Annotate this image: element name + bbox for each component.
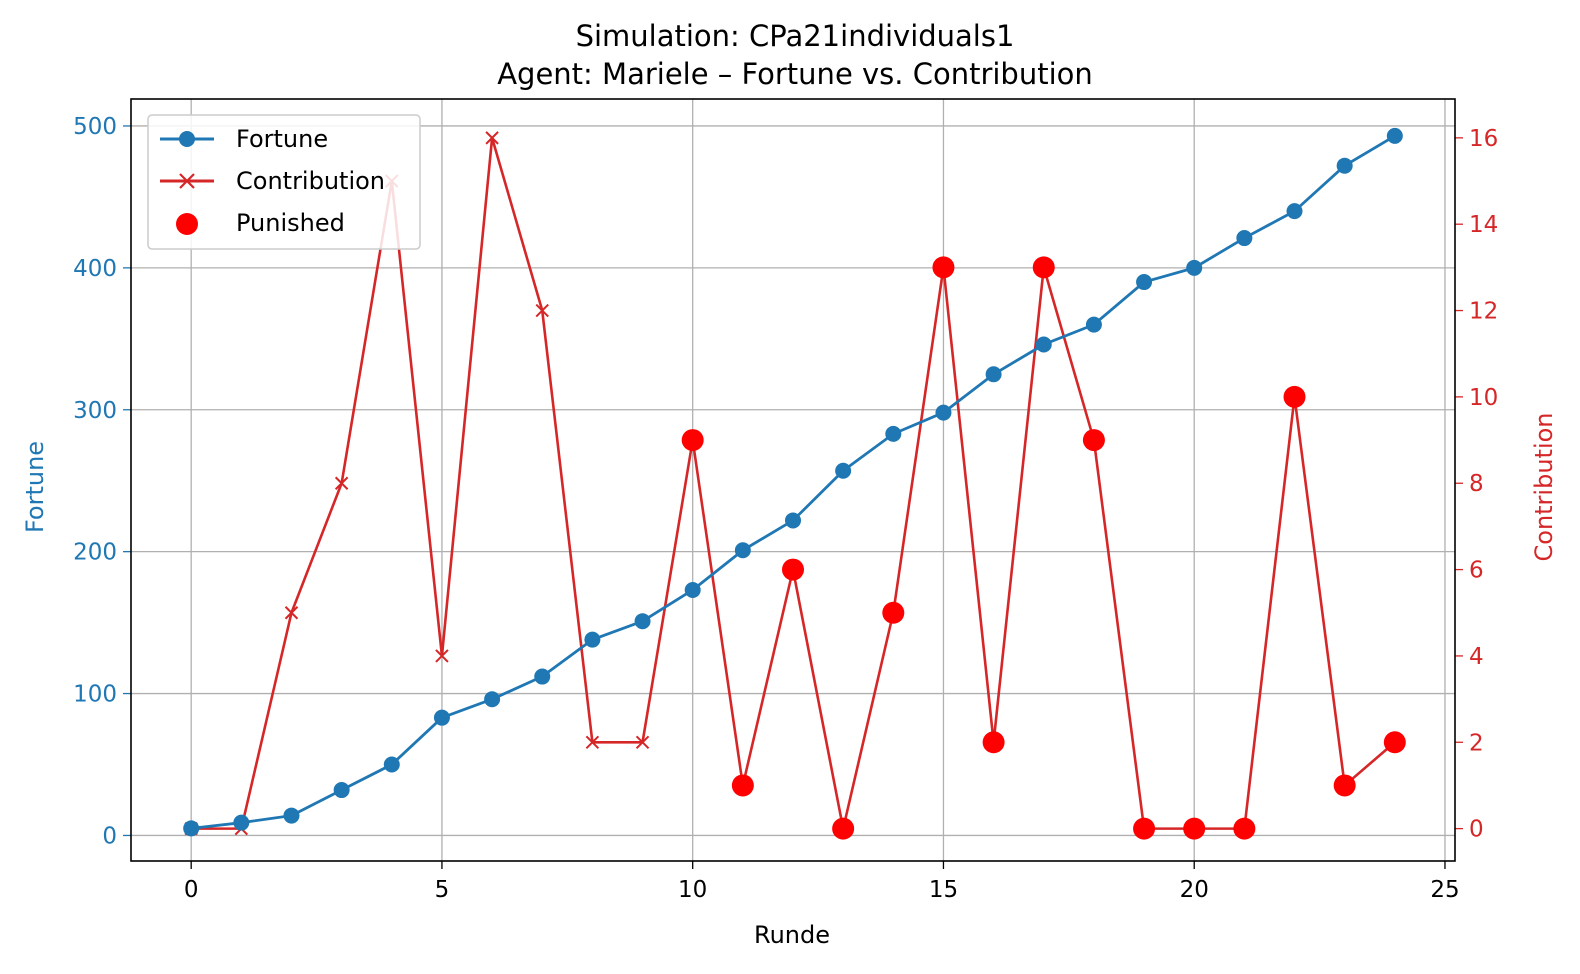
fortune-point — [684, 581, 701, 598]
x-tick-label: 10 — [678, 877, 707, 903]
y-axis-right-label: Contribution — [1530, 412, 1558, 561]
legend-punished-marker — [176, 213, 198, 235]
contribution-point — [485, 131, 499, 145]
contribution-point — [635, 735, 650, 749]
legend: Fortune Contribution Punished — [147, 114, 421, 250]
y-right-tick-label: 16 — [1469, 126, 1498, 152]
fortune-point — [1236, 230, 1253, 247]
punished-point — [832, 817, 855, 840]
punished-point — [982, 731, 1005, 754]
fortune-point — [333, 782, 350, 799]
fortune-point — [885, 425, 902, 442]
y-right-tick-label: 2 — [1469, 730, 1484, 756]
punished-point — [681, 429, 704, 452]
x-tick-label: 5 — [435, 877, 450, 903]
legend-fortune-label: Fortune — [236, 125, 328, 153]
y-right-tick-label: 6 — [1469, 558, 1484, 584]
y-left-tick-label: 300 — [73, 398, 117, 424]
fortune-point — [1085, 316, 1102, 333]
x-tick-label: 15 — [929, 877, 958, 903]
y-right-tick-label: 12 — [1469, 299, 1498, 325]
chart-subtitle: Agent: Mariele – Fortune vs. Contributio… — [497, 57, 1093, 91]
y-right-tick-label: 10 — [1469, 385, 1498, 411]
legend-punished-label: Punished — [236, 209, 345, 237]
fortune-point — [1136, 274, 1153, 291]
y-left-tick-label: 100 — [73, 682, 117, 708]
punished-point — [1283, 385, 1306, 408]
y-axis-left-label: Fortune — [21, 441, 49, 533]
contribution-point — [334, 476, 349, 490]
fortune-point — [534, 668, 551, 685]
punished-point — [782, 558, 804, 581]
fortune-point — [584, 631, 601, 648]
fortune-point — [233, 814, 250, 831]
fortune-point — [183, 820, 200, 837]
punished-point — [731, 774, 754, 797]
x-axis-label: Runde — [754, 921, 830, 949]
fortune-point — [634, 613, 651, 630]
fortune-point — [283, 807, 300, 824]
fortune-point — [835, 462, 852, 479]
fortune-point — [785, 512, 801, 529]
fortune-point — [433, 709, 450, 726]
x-tick-label: 20 — [1180, 877, 1209, 903]
punished-point — [1183, 817, 1206, 840]
punished-point — [1333, 774, 1356, 797]
punished-point — [1233, 817, 1256, 840]
legend-contribution-label: Contribution — [236, 167, 385, 195]
fortune-point — [985, 366, 1002, 383]
contribution-point — [435, 649, 449, 663]
legend-fortune-marker — [179, 131, 195, 147]
punished-point — [1383, 731, 1406, 754]
y-right-tick-label: 14 — [1469, 212, 1498, 238]
fortune-point — [935, 404, 952, 421]
punished-point — [1133, 817, 1156, 840]
plot-frame — [130, 98, 1456, 862]
punished-point — [932, 256, 955, 279]
contribution-point — [535, 303, 549, 318]
fortune-point — [484, 691, 501, 708]
y-left-tick-label: 400 — [73, 256, 117, 282]
fortune-point — [1035, 336, 1052, 353]
series-layer — [183, 127, 1406, 840]
axis-ticks: 0 5 10 15 20 25 0 100 200 300 400 500 0 2 4 6 8 10 12 14 16 — [73, 114, 1498, 903]
x-tick-label: 25 — [1430, 877, 1459, 903]
chart-title: Simulation: CPa21individuals1 — [576, 19, 1015, 53]
y-right-tick-label: 0 — [1469, 817, 1484, 843]
y-left-tick-label: 200 — [73, 540, 117, 566]
y-left-tick-label: 0 — [102, 823, 117, 849]
fortune-point — [1286, 203, 1303, 220]
y-right-tick-label: 8 — [1469, 471, 1484, 497]
punished-point — [882, 601, 905, 624]
contribution-point — [585, 735, 600, 749]
x-tick-label: 0 — [184, 877, 199, 903]
fortune-point — [1186, 259, 1203, 276]
punished-point — [1032, 256, 1055, 279]
y-left-tick-label: 500 — [73, 114, 117, 140]
fortune-point — [383, 756, 400, 773]
legend-contribution-marker — [179, 173, 195, 189]
fortune-point — [1336, 157, 1353, 174]
fortune-point — [1386, 127, 1403, 144]
legend-box — [147, 114, 421, 250]
fortune-point — [734, 542, 751, 559]
punished-point — [1082, 429, 1105, 452]
y-right-tick-label: 4 — [1469, 644, 1484, 670]
contribution-point — [284, 606, 299, 620]
